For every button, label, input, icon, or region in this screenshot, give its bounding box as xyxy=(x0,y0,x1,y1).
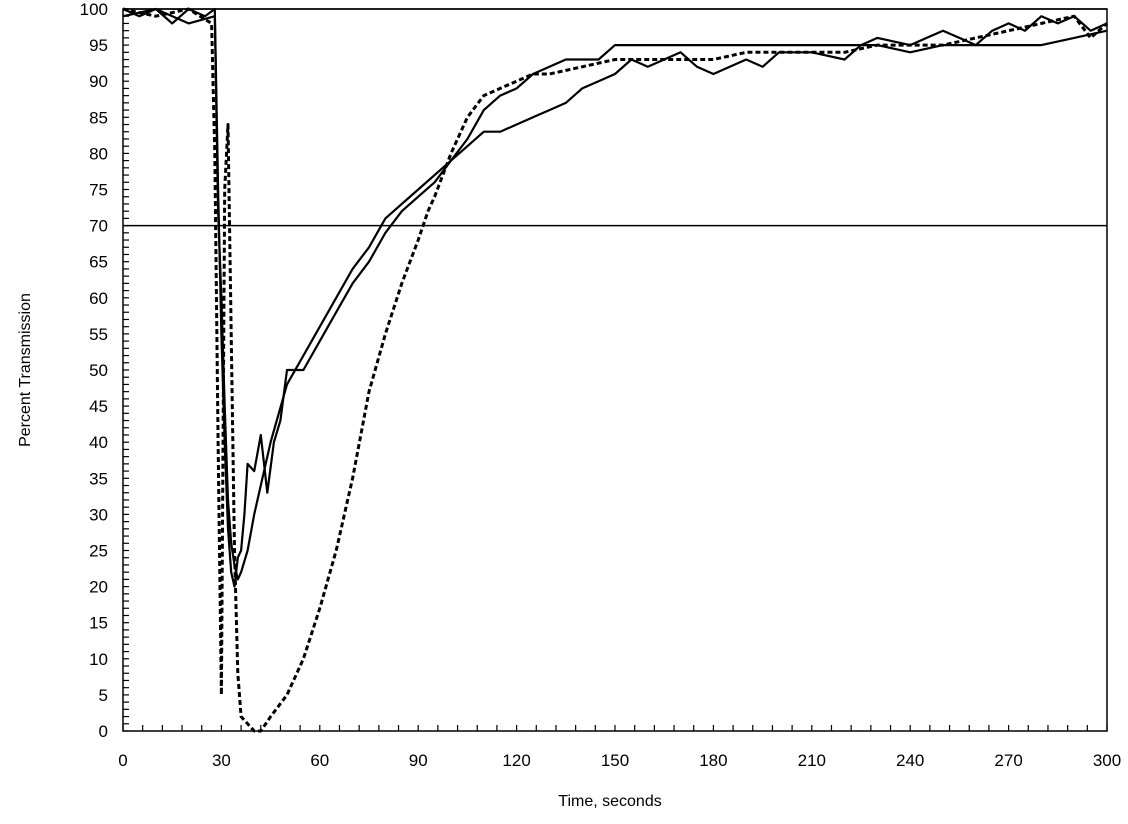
y-tick-label: 95 xyxy=(89,36,108,55)
x-tick-label: 300 xyxy=(1093,751,1121,770)
y-tick-label: 5 xyxy=(99,686,108,705)
x-tick-label: 180 xyxy=(699,751,727,770)
x-tick-labels: 0 30 60 90 120 150 180 210 240 270 300 xyxy=(118,751,1121,770)
x-tick-label: 60 xyxy=(310,751,329,770)
y-tick-label: 90 xyxy=(89,72,108,91)
axis-ticks xyxy=(122,8,1108,732)
y-tick-label: 40 xyxy=(89,433,108,452)
y-tick-label: 45 xyxy=(89,397,108,416)
y-tick-label: 80 xyxy=(89,144,108,163)
series-line-1 xyxy=(122,7,1108,588)
series-line-2 xyxy=(122,7,1108,581)
y-tick-label: 35 xyxy=(89,469,108,488)
y-tick-label: 50 xyxy=(89,361,108,380)
y-axis-label: Percent Transmission xyxy=(17,293,34,447)
y-tick-label: 0 xyxy=(99,722,108,741)
series-group xyxy=(122,7,1108,733)
x-tick-label: 150 xyxy=(601,751,629,770)
y-tick-labels: 0 5 10 15 20 25 30 35 40 45 50 55 60 65 70 75 80 85 90 95 10… xyxy=(80,0,108,741)
y-tick-label: 30 xyxy=(89,505,108,524)
y-tick-label: 75 xyxy=(89,181,108,200)
x-tick-label: 30 xyxy=(212,751,231,770)
series-line-3 xyxy=(122,7,1108,733)
y-tick-label: 70 xyxy=(89,217,108,236)
plot-frame xyxy=(122,8,1108,732)
x-tick-label: 120 xyxy=(502,751,530,770)
y-tick-label: 25 xyxy=(89,542,108,561)
x-axis-label: Time, seconds xyxy=(558,793,661,810)
x-tick-label: 0 xyxy=(118,751,127,770)
y-tick-label: 60 xyxy=(89,289,108,308)
y-tick-label: 15 xyxy=(89,614,108,633)
x-tick-label: 90 xyxy=(409,751,428,770)
x-tick-label: 270 xyxy=(994,751,1022,770)
reference-lines xyxy=(123,8,1107,227)
x-tick-label: 240 xyxy=(896,751,924,770)
y-tick-label: 65 xyxy=(89,253,108,272)
y-tick-label: 100 xyxy=(80,0,108,19)
y-tick-label: 10 xyxy=(89,650,108,669)
y-tick-label: 85 xyxy=(89,108,108,127)
x-tick-label: 210 xyxy=(798,751,826,770)
y-tick-label: 20 xyxy=(89,578,108,597)
y-tick-label: 55 xyxy=(89,325,108,344)
